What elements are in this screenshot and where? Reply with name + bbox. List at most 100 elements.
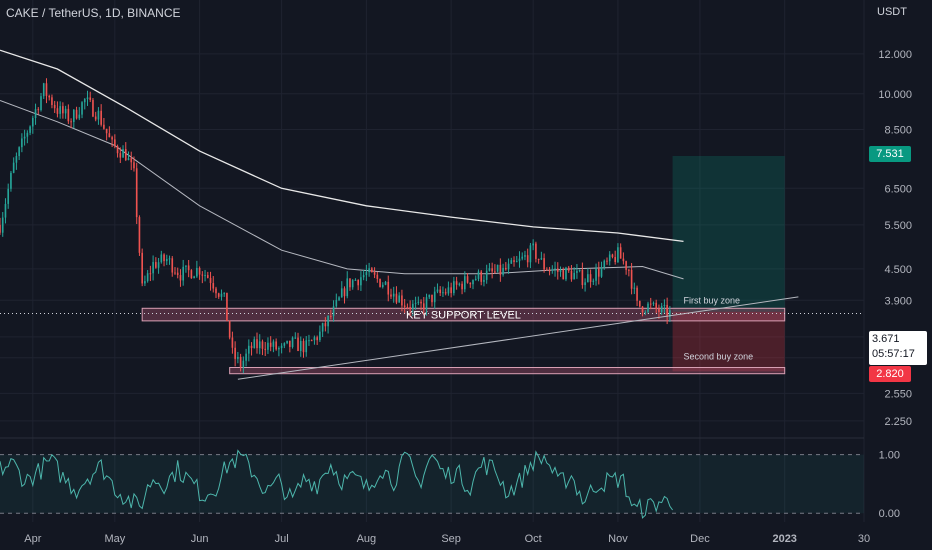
candle-body-210 <box>573 272 575 280</box>
candle-body-199 <box>543 258 545 270</box>
candle-body-105 <box>286 340 288 344</box>
candle-body-161 <box>439 289 442 294</box>
ma-short-line <box>0 100 684 280</box>
candle-body-121 <box>330 315 332 317</box>
candle-body-93 <box>253 339 256 349</box>
candle-body-30 <box>81 102 83 115</box>
candle-body-190 <box>518 258 521 262</box>
candle-body-232 <box>633 287 636 289</box>
moving-averages <box>0 49 684 280</box>
target-zone <box>672 155 785 312</box>
candle-body-133 <box>362 275 365 278</box>
candle-body-19 <box>51 97 53 105</box>
candle-body-152 <box>414 302 417 304</box>
candle-body-149 <box>406 306 409 308</box>
candle-body-65 <box>176 272 179 276</box>
candle-body-178 <box>485 270 488 280</box>
x-tick-8: Dec <box>690 533 710 545</box>
currency-unit: USDT <box>877 6 907 18</box>
candle-body-50 <box>135 168 138 218</box>
candle-body-122 <box>332 306 335 317</box>
x-tick-6: Oct <box>525 533 542 545</box>
candle-body-223 <box>608 254 611 262</box>
candle-body-128 <box>349 278 351 288</box>
candle-body-151 <box>412 303 414 310</box>
candle-body-214 <box>584 282 586 286</box>
candle-body-212 <box>578 269 581 271</box>
candle-body-189 <box>515 261 518 263</box>
candle-body-203 <box>554 268 556 270</box>
candle-body-165 <box>450 287 452 294</box>
candle-body-166 <box>453 281 455 294</box>
candle-body-200 <box>546 269 548 271</box>
candle-body-35 <box>94 116 97 120</box>
candle-body-181 <box>494 271 496 273</box>
annotation-1: Second buy zone <box>684 351 754 361</box>
candle-body-53 <box>144 281 146 284</box>
x-tick-1: May <box>104 533 125 545</box>
x-tick-3: Jul <box>275 533 289 545</box>
bar-countdown: 05:57:17 <box>872 348 915 360</box>
candle-body-159 <box>433 291 436 303</box>
candle-body-91 <box>247 345 250 354</box>
candle-body-171 <box>466 276 469 283</box>
candle-body-222 <box>606 260 608 262</box>
candle-body-79 <box>215 288 217 294</box>
candle-body-131 <box>357 279 359 286</box>
key-support-zone <box>141 307 786 322</box>
candle-body-142 <box>387 281 390 295</box>
annotation-0: First buy zone <box>684 296 741 306</box>
candle-body-115 <box>313 337 316 341</box>
symbol-title[interactable]: CAKE / TetherUS, 1D, BINANCE <box>6 6 181 20</box>
candle-body-157 <box>428 294 431 298</box>
candle-body-15 <box>40 96 42 111</box>
candle-body-193 <box>526 255 529 263</box>
price-axis: 12.00010.0008.5006.5005.5004.5003.9003.3… <box>878 49 912 520</box>
candle-body-201 <box>548 270 551 272</box>
candle-body-48 <box>130 158 133 163</box>
y-tick-4: 5.500 <box>884 220 912 232</box>
candle-body-84 <box>228 321 231 338</box>
candle-body-211 <box>576 270 578 273</box>
key-support-label: KEY SUPPORT LEVEL <box>406 310 521 322</box>
candle-body-237 <box>647 303 649 312</box>
candle-body-227 <box>619 247 622 259</box>
candle-body-68 <box>185 265 187 267</box>
candle-body-228 <box>622 258 625 262</box>
candle-body-27 <box>73 109 75 122</box>
candle-body-186 <box>507 263 510 270</box>
candle-body-25 <box>67 108 70 122</box>
candles <box>0 78 671 374</box>
y-tick-0: 12.000 <box>878 49 912 61</box>
candle-body-88 <box>239 356 242 368</box>
candle-body-83 <box>226 292 228 322</box>
x-tick-0: Apr <box>24 533 41 545</box>
oscillator-line <box>0 449 674 519</box>
candle-body-129 <box>351 280 354 288</box>
candle-body-72 <box>196 267 198 277</box>
last-price-label: 3.671 05:57:17 <box>869 331 927 365</box>
candle-body-233 <box>636 287 638 301</box>
candle-body-2 <box>4 203 7 218</box>
candle-body-17 <box>45 83 48 96</box>
candle-body-3 <box>7 188 10 204</box>
candle-body-37 <box>100 110 102 125</box>
candle-body-144 <box>392 293 395 297</box>
candle-body-238 <box>649 303 652 305</box>
candle-body-87 <box>237 356 239 359</box>
candle-body-195 <box>532 243 534 246</box>
candle-body-6 <box>15 156 18 163</box>
candle-body-221 <box>603 260 606 268</box>
candle-body-240 <box>655 302 658 309</box>
candle-body-217 <box>592 280 595 282</box>
candle-body-113 <box>308 340 310 342</box>
last-price-value: 3.671 <box>872 333 900 345</box>
candle-body-33 <box>89 97 92 100</box>
candle-body-162 <box>442 292 444 294</box>
candle-body-62 <box>168 258 171 260</box>
candle-body-154 <box>420 301 422 304</box>
candle-body-78 <box>212 283 215 289</box>
candle-body-218 <box>595 268 597 281</box>
candle-body-73 <box>198 267 201 275</box>
